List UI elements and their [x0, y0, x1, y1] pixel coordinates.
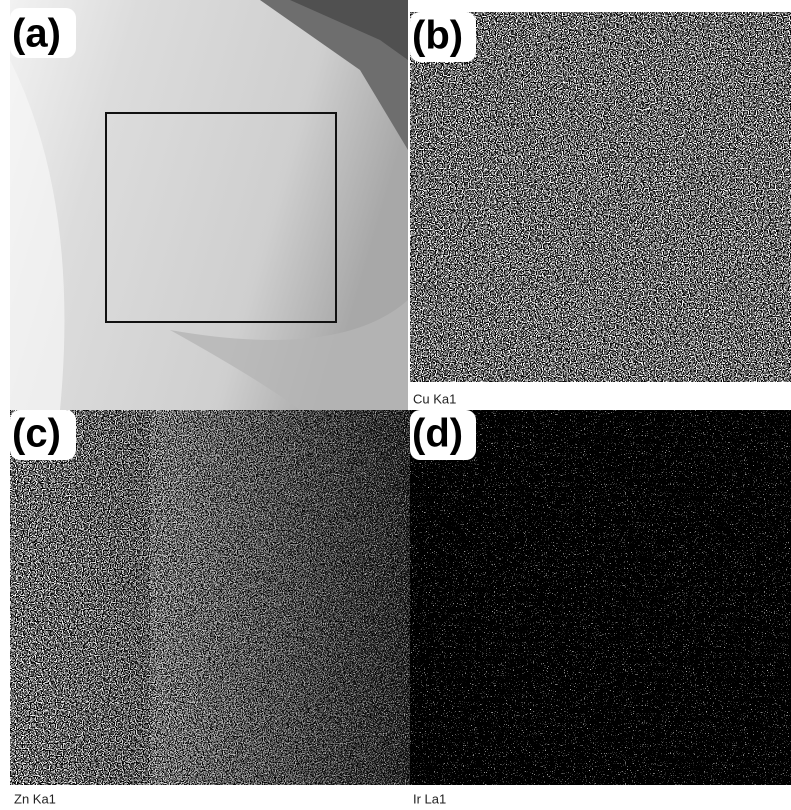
caption: Ir La1	[413, 791, 446, 806]
panel-label: (b)	[412, 14, 463, 58]
caption: Cu Ka1	[413, 391, 456, 406]
element-map	[410, 410, 791, 785]
caption: Zn Ka1	[14, 791, 56, 806]
panel-label: (d)	[412, 412, 463, 456]
panel-label: (c)	[12, 412, 61, 456]
element-map	[150, 410, 410, 785]
panel-a	[10, 0, 408, 410]
panel-b: Cu Ka1	[410, 12, 791, 406]
figure: Cu Ka1 Zn Ka1 Ir La1 (a) (b) (c) (d)	[0, 0, 791, 810]
panel-label: (a)	[12, 12, 61, 56]
element-map	[410, 12, 791, 382]
